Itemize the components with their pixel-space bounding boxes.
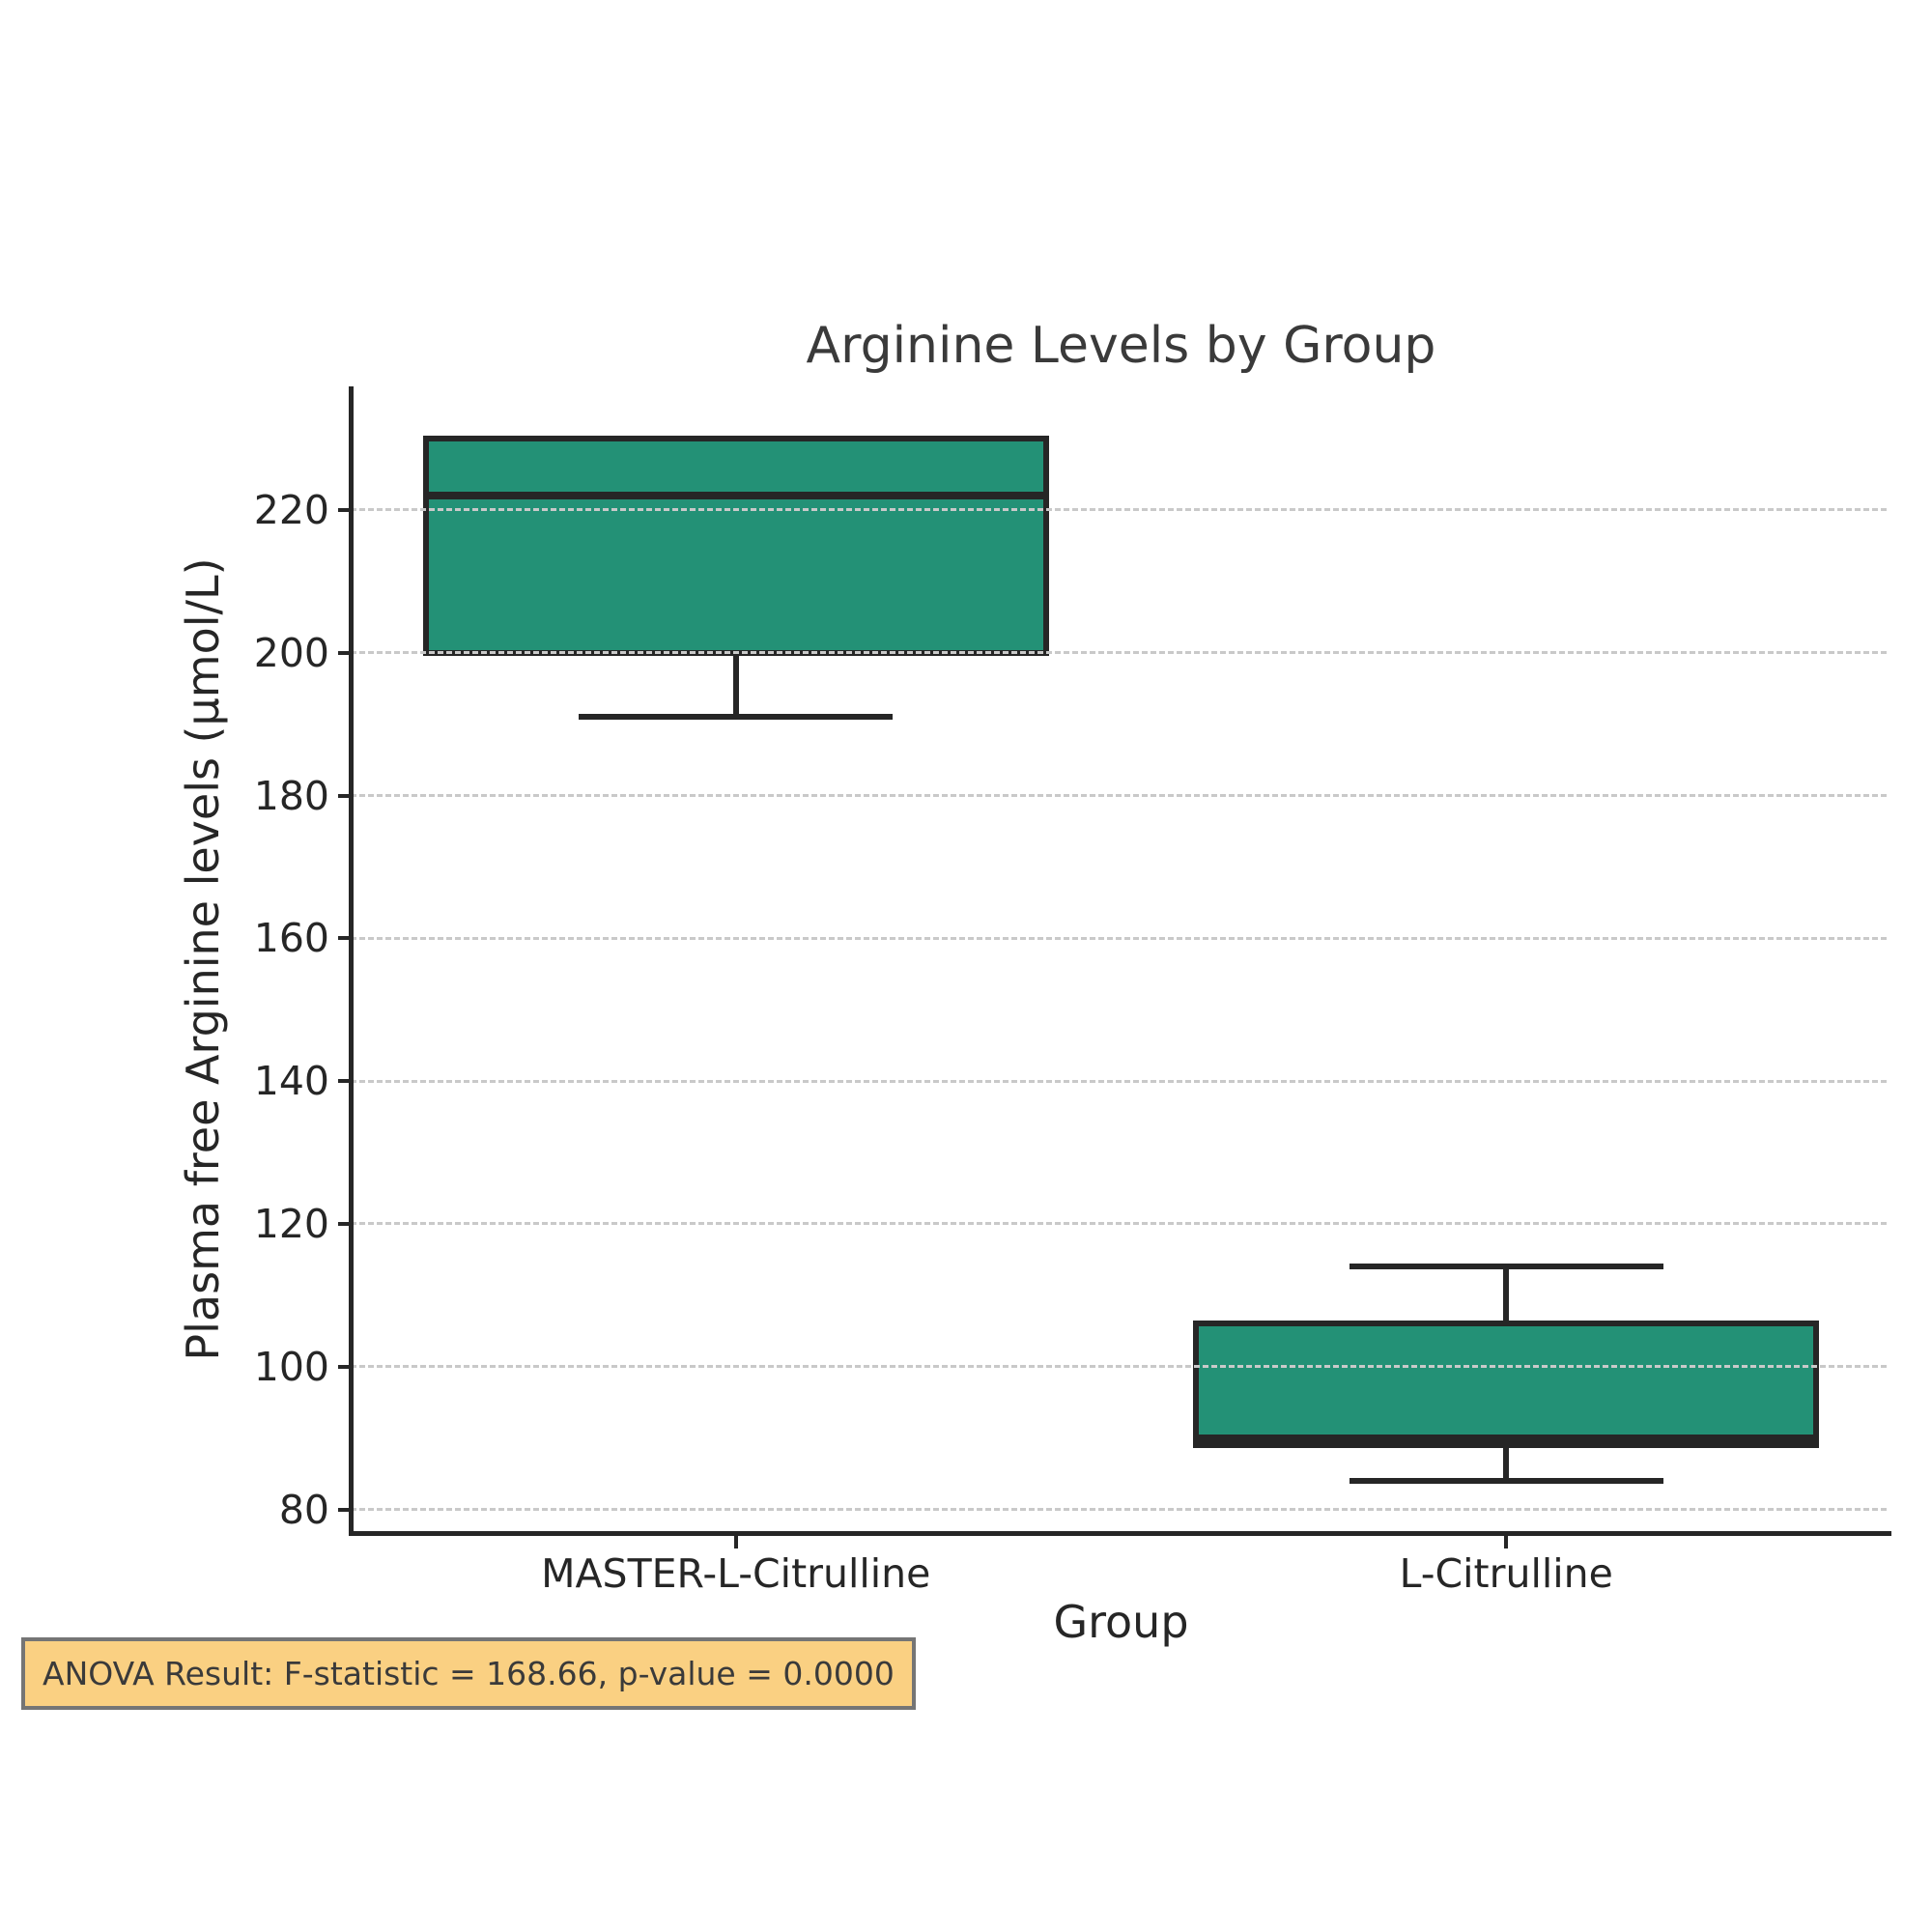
y-tick-label: 140 (253, 1058, 329, 1105)
x-axis-spine (349, 1531, 1891, 1536)
y-tick-mark (338, 1221, 352, 1226)
anova-annotation: ANOVA Result: F-statistic = 168.66, p-va… (21, 1637, 916, 1710)
x-tick-label: MASTER-L-Citrulline (541, 1550, 931, 1597)
y-tick-mark (338, 1507, 352, 1512)
y-tick-label: 160 (253, 915, 329, 962)
y-tick-label: 220 (253, 486, 329, 533)
box (422, 435, 1049, 656)
upper-whisker-cap (1349, 1264, 1663, 1270)
x-axis-label: Group (1053, 1596, 1189, 1648)
box (1193, 1321, 1820, 1449)
y-tick-label: 120 (253, 1200, 329, 1247)
gridline (351, 936, 1887, 940)
gridline (351, 1079, 1887, 1083)
x-tick-mark (733, 1536, 738, 1548)
gridline (351, 794, 1887, 797)
median-line (422, 492, 1049, 500)
lower-whisker-stem (1503, 1445, 1510, 1482)
y-tick-mark (338, 1079, 352, 1084)
median-line (1193, 1434, 1820, 1442)
gridline (351, 651, 1887, 655)
y-axis-spine (349, 386, 354, 1536)
y-tick-mark (338, 650, 352, 655)
gridline (351, 1222, 1887, 1226)
y-tick-label: 180 (253, 772, 329, 819)
y-tick-mark (338, 793, 352, 798)
y-tick-label: 100 (253, 1343, 329, 1390)
gridline (351, 508, 1887, 512)
x-tick-mark (1504, 1536, 1509, 1548)
chart-title: Arginine Levels by Group (806, 317, 1436, 375)
upper-whisker-stem (1503, 1266, 1510, 1324)
y-tick-mark (338, 1364, 352, 1369)
gridline (351, 1508, 1887, 1512)
y-tick-mark (338, 507, 352, 512)
lower-whisker-cap (1349, 1478, 1663, 1485)
y-tick-mark (338, 936, 352, 941)
y-tick-label: 80 (278, 1486, 329, 1533)
y-tick-label: 200 (253, 629, 329, 676)
gridline (351, 1365, 1887, 1369)
lower-whisker-cap (579, 714, 894, 721)
x-tick-label: L-Citrulline (1399, 1550, 1613, 1597)
lower-whisker-stem (732, 652, 739, 718)
